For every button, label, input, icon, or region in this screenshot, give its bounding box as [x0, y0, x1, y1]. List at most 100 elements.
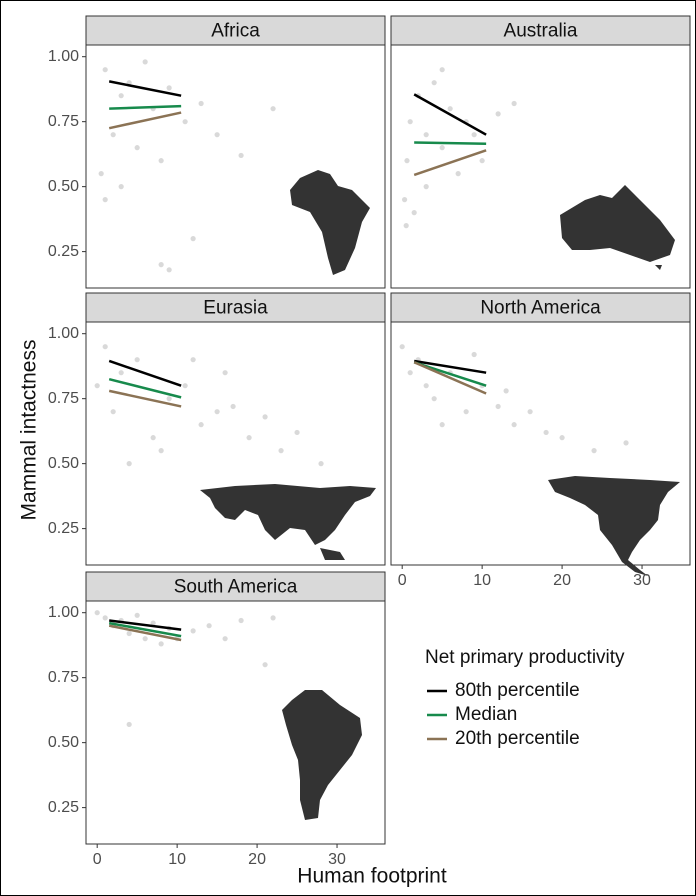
scatter-point — [150, 435, 156, 441]
scatter-point — [94, 610, 100, 616]
strip — [85, 292, 386, 323]
y-tick-label: 0.75 — [48, 669, 79, 686]
scatter-point — [479, 158, 485, 164]
scatter-point — [134, 612, 140, 618]
scatter-point — [262, 414, 268, 420]
scatter-point — [110, 409, 116, 415]
trend-line — [108, 80, 182, 97]
strip — [85, 571, 386, 602]
y-tick-label: 0.25 — [48, 520, 79, 537]
trend-line — [108, 624, 182, 642]
scatter-point — [511, 100, 517, 107]
scatter-point — [503, 388, 509, 394]
scatter-point — [246, 435, 252, 441]
scatter-point — [431, 80, 437, 86]
scatter-point — [270, 615, 276, 621]
scatter-point — [182, 383, 188, 389]
x-tick-label: 10 — [168, 851, 186, 868]
scatter-point — [142, 636, 148, 642]
scatter-point — [423, 132, 429, 138]
trend-line — [109, 104, 182, 110]
scatter-point — [126, 721, 132, 728]
scatter-point — [110, 132, 116, 138]
scatter-point — [118, 370, 124, 376]
trend-line — [413, 359, 487, 374]
scatter-point — [439, 67, 445, 73]
scatter-point — [158, 158, 164, 164]
x-tick-label: 0 — [93, 851, 102, 868]
scatter-point — [399, 344, 405, 350]
map-africa — [290, 170, 370, 275]
scatter-point — [401, 197, 408, 203]
scatter-point — [222, 370, 228, 376]
x-tick-label: 30 — [633, 572, 651, 589]
x-axis-label: Human footprint — [297, 865, 447, 888]
scatter-point — [190, 357, 196, 363]
scatter-point — [318, 461, 324, 467]
scatter-point — [623, 440, 629, 446]
strip-title: Eurasia — [203, 298, 268, 319]
panel-background — [86, 322, 385, 565]
scatter-point — [166, 396, 172, 402]
scatter-point — [94, 383, 100, 389]
strip-title: North America — [480, 298, 601, 319]
scatter-point — [511, 422, 517, 428]
scatter-point — [126, 461, 132, 467]
trend-line — [108, 389, 182, 408]
map-north-america — [548, 476, 680, 576]
scatter-point — [455, 171, 461, 177]
scatter-point — [439, 145, 445, 151]
scatter-point — [407, 119, 413, 125]
x-tick-label: 20 — [248, 851, 266, 868]
scatter-point — [182, 119, 188, 125]
scatter-point — [98, 171, 104, 177]
strip — [85, 15, 386, 46]
y-tick-label: 0.50 — [48, 455, 79, 472]
trend-line — [108, 377, 182, 399]
trend-line — [413, 149, 487, 177]
scatter-point — [150, 620, 156, 626]
scatter-point — [543, 429, 549, 436]
scatter-point — [102, 615, 108, 621]
y-axis-label: Mammal intactness — [18, 340, 41, 521]
scatter-point — [206, 623, 212, 629]
scatter-point — [527, 409, 533, 415]
scatter-point — [198, 100, 204, 107]
scatter-point — [142, 59, 148, 65]
legend-label: Median — [455, 704, 517, 725]
x-tick-label: 30 — [328, 851, 346, 868]
scatter-point — [495, 111, 501, 117]
scatter-point — [411, 210, 417, 216]
y-tick-label: 1.00 — [48, 325, 79, 342]
scatter-point — [102, 67, 108, 73]
scatter-point — [134, 357, 140, 363]
y-tick-label: 0.25 — [48, 243, 79, 260]
scatter-point — [447, 106, 453, 112]
scatter-point — [278, 448, 284, 454]
scatter-point — [559, 435, 565, 441]
scatter-point — [423, 383, 429, 389]
map-australia — [560, 185, 675, 270]
trend-line — [108, 621, 182, 638]
scatter-point — [270, 106, 276, 112]
scatter-point — [423, 184, 429, 190]
scatter-point — [591, 448, 597, 454]
scatter-point — [198, 422, 204, 428]
scatter-point — [118, 184, 124, 190]
scatter-point — [126, 630, 132, 637]
strip-title: Africa — [211, 21, 260, 42]
scatter-point — [190, 628, 196, 634]
scatter-point — [166, 85, 172, 91]
strip — [390, 15, 691, 46]
trend-line — [414, 141, 487, 146]
y-tick-label: 1.00 — [48, 48, 79, 65]
scatter-point — [102, 197, 108, 203]
scatter-point — [294, 429, 300, 436]
trend-line — [108, 359, 182, 387]
trend-line — [109, 619, 182, 631]
x-tick-label: 20 — [553, 572, 571, 589]
scatter-point — [214, 132, 220, 138]
y-tick-label: 0.75 — [48, 113, 79, 130]
strip-title: Australia — [504, 21, 578, 42]
